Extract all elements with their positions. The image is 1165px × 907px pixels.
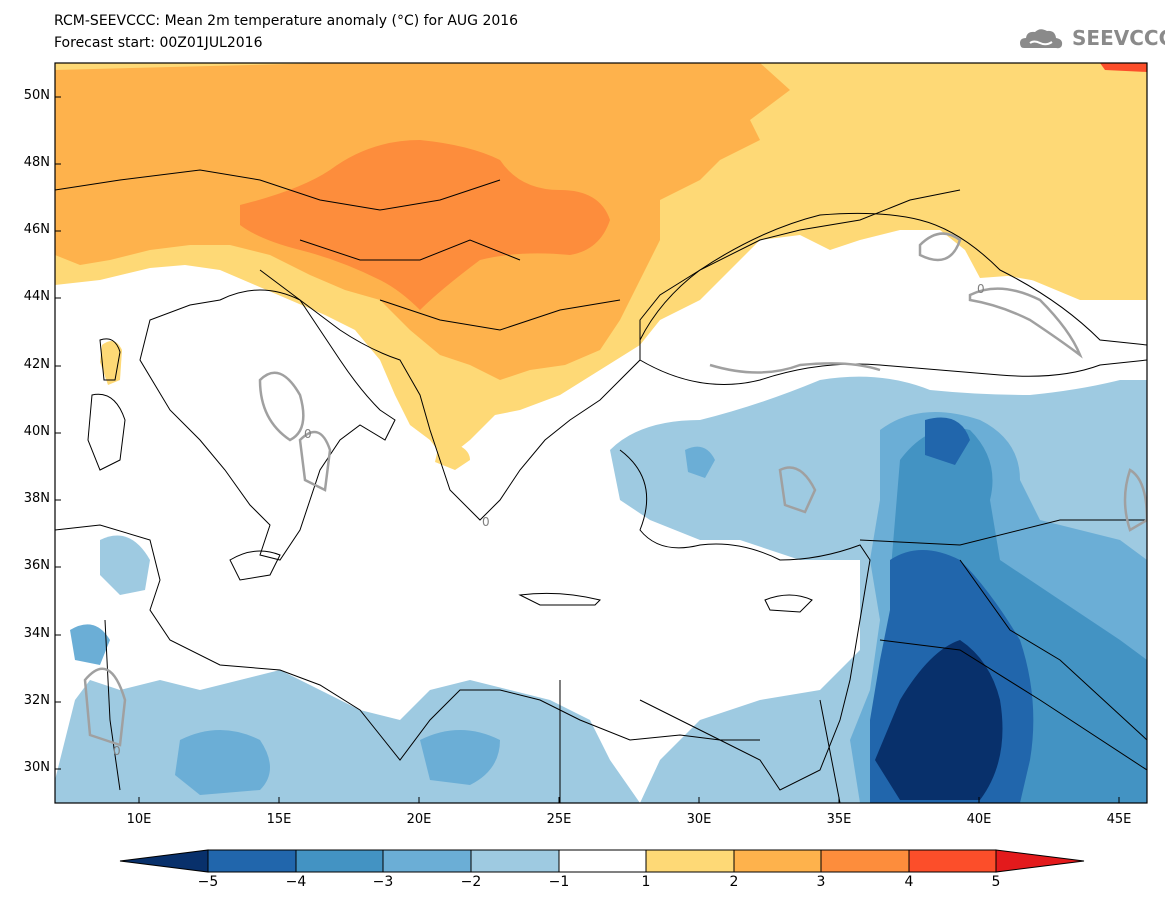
contour-anatolia <box>778 466 817 514</box>
contour-crimea <box>918 232 962 262</box>
zero-contours <box>83 232 1147 747</box>
contour-east <box>1123 468 1147 532</box>
lat-label: 44N <box>23 289 50 304</box>
colorbar-label: −1 <box>548 874 570 890</box>
warm-field-east-caspian <box>985 210 1147 295</box>
warm-field-3-4-b <box>1100 63 1147 72</box>
colorbar-label: −3 <box>372 874 394 890</box>
coastlines <box>55 169 1147 803</box>
balkan-coast <box>259 189 961 521</box>
cool-field-1-2-libya <box>55 670 640 803</box>
colorbar-segment <box>470 849 560 873</box>
map-title: RCM-SEEVCCC: Mean 2m temperature anomaly… <box>54 13 519 29</box>
lat-label: 32N <box>23 693 50 708</box>
colorbar-label: 5 <box>991 874 1001 890</box>
turkey-north-coast <box>639 359 1147 385</box>
contour-north-africa <box>83 667 127 747</box>
lon-label: 30E <box>686 812 712 827</box>
colorbar-label: −5 <box>197 874 219 890</box>
map-fields: 0 0 0 0 <box>55 63 1147 803</box>
logo-text: SEEVCCC <box>1072 26 1165 50</box>
lat-label: 50N <box>23 88 50 103</box>
contour-labels: 0 0 0 0 <box>113 282 985 758</box>
lon-label: 20E <box>406 812 432 827</box>
cool-field-2-3-c <box>420 730 500 785</box>
colorbar-segment <box>645 849 735 873</box>
cool-field-2-3-west-anatolia <box>685 446 715 478</box>
colorbar-segment <box>733 849 822 873</box>
cool-field-1-2-tunisia <box>100 535 150 595</box>
contour-italy <box>298 430 332 492</box>
colorbar-label: 4 <box>904 874 914 890</box>
crete-coast <box>518 592 601 606</box>
lon-label: 40E <box>966 812 992 827</box>
colorbar <box>119 849 1085 873</box>
lon-label: 35E <box>826 812 852 827</box>
lat-label: 48N <box>23 155 50 170</box>
colorbar-label: −2 <box>460 874 482 890</box>
axis-ticks <box>55 96 1120 803</box>
cyprus-coast <box>764 594 813 613</box>
lat-label: 40N <box>23 424 50 439</box>
border-lines <box>55 169 1147 803</box>
lat-label: 46N <box>23 222 50 237</box>
colorbar-label: 1 <box>641 874 651 890</box>
contour-caucasus <box>968 287 1083 359</box>
contour-label: 0 <box>977 282 985 296</box>
turkey-south-coast <box>619 449 871 791</box>
contour-label: 0 <box>482 515 490 529</box>
lat-label: 38N <box>23 491 50 506</box>
colorbar-label: 2 <box>729 874 739 890</box>
colorbar-segment <box>207 849 297 873</box>
warm-field-3-4 <box>240 140 610 310</box>
warm-field-greece <box>435 440 470 470</box>
cool-field-4-5-b <box>925 417 970 465</box>
forecast-start: Forecast start: 00Z01JUL2016 <box>54 35 263 51</box>
contour-south-turkey <box>709 362 881 374</box>
colorbar-segment <box>820 849 910 873</box>
cool-field-2-3-d <box>70 624 110 665</box>
contour-balkan <box>258 371 305 442</box>
africa-coast <box>55 524 760 761</box>
lon-label: 15E <box>266 812 292 827</box>
colorbar-label: −4 <box>285 874 307 890</box>
colorbar-label: 3 <box>816 874 826 890</box>
colorbar-segment <box>908 849 997 873</box>
lat-label: 42N <box>23 357 50 372</box>
lon-label: 45E <box>1106 812 1132 827</box>
lon-label: 25E <box>546 812 572 827</box>
lat-label: 36N <box>23 558 50 573</box>
contour-label: 0 <box>113 744 121 758</box>
colorbar-segment <box>295 849 384 873</box>
colorbar-segment <box>119 849 209 873</box>
sardinia-coast <box>87 393 126 471</box>
cool-field-below-5 <box>875 640 1003 800</box>
colorbar-segment <box>558 849 647 873</box>
colorbar-segment <box>995 849 1085 873</box>
lat-label: 34N <box>23 626 50 641</box>
contour-label: 0 <box>304 427 312 441</box>
colorbar-segment <box>382 849 472 873</box>
cloud-icon <box>1020 29 1063 49</box>
italy-coast <box>139 289 396 561</box>
lat-label: 30N <box>23 760 50 775</box>
corsica-coast <box>99 338 121 381</box>
lon-label: 10E <box>126 812 152 827</box>
sicily-coast <box>229 550 281 581</box>
cool-field-2-3-b <box>175 730 270 795</box>
black-sea-coast <box>639 212 1147 346</box>
